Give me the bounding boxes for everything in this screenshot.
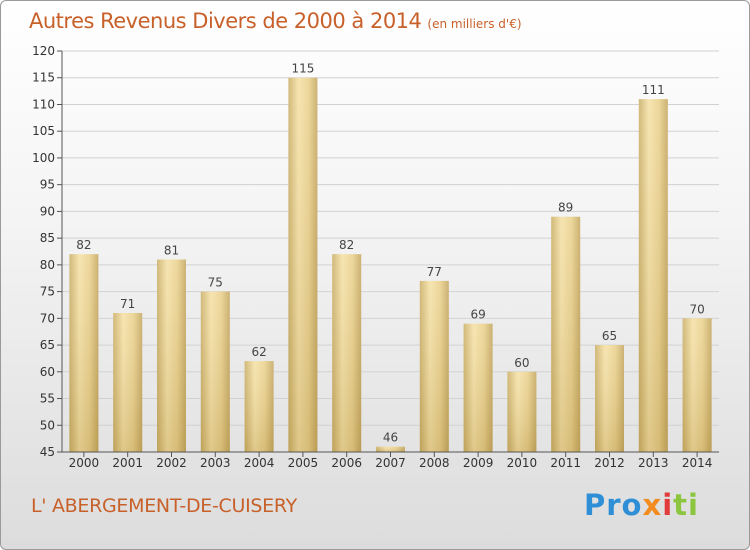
y-tick-label: 45 xyxy=(40,445,55,459)
y-tick-label: 50 xyxy=(40,418,55,432)
bar-value-label: 75 xyxy=(208,276,223,290)
bar-value-label: 69 xyxy=(470,308,485,322)
x-tick-label: 2003 xyxy=(200,456,231,470)
y-tick-label: 100 xyxy=(32,151,55,165)
bar-value-label: 60 xyxy=(514,356,529,370)
x-tick-label: 2000 xyxy=(69,456,100,470)
bar-shade xyxy=(332,254,362,452)
x-tick-label: 2014 xyxy=(682,456,713,470)
bar-value-label: 111 xyxy=(642,83,665,97)
x-tick-label: 2006 xyxy=(331,456,362,470)
chart-subtitle: (en milliers d'€) xyxy=(427,17,522,31)
bar-value-label: 65 xyxy=(602,329,617,343)
logo-part-1: Pro xyxy=(584,488,643,522)
bar-shade xyxy=(595,345,624,452)
x-tick-label: 2012 xyxy=(594,456,625,470)
bar-value-label: 46 xyxy=(383,431,398,445)
bar-shade xyxy=(288,77,318,452)
y-tick-label: 105 xyxy=(32,124,55,138)
x-tick-label: 2005 xyxy=(288,456,319,470)
bar-value-label: 77 xyxy=(427,265,442,279)
logo-part-3: i xyxy=(662,488,674,522)
x-tick-label: 2008 xyxy=(419,456,450,470)
x-tick-label: 2010 xyxy=(507,456,538,470)
bar-shade xyxy=(682,318,712,452)
y-tick-label: 95 xyxy=(40,178,55,192)
bar-shade xyxy=(376,446,405,452)
bar-value-label: 115 xyxy=(291,62,314,76)
y-tick-label: 60 xyxy=(40,365,55,379)
x-tick-label: 2011 xyxy=(550,456,581,470)
x-tick-label: 2007 xyxy=(375,456,406,470)
y-tick-label: 115 xyxy=(32,71,55,85)
bar-shade xyxy=(507,371,537,452)
logo-part-4: ti xyxy=(673,488,699,522)
bar-value-label: 82 xyxy=(76,238,91,252)
y-tick-label: 75 xyxy=(40,285,55,299)
bar-value-label: 89 xyxy=(558,201,573,215)
bar-value-label: 71 xyxy=(120,297,135,311)
proxiti-logo: Proxiti xyxy=(584,488,699,522)
bar-value-label: 70 xyxy=(689,302,704,316)
x-tick-label: 2004 xyxy=(244,456,275,470)
bar-shade xyxy=(69,254,99,452)
bar-shade xyxy=(113,312,143,452)
bar-shade xyxy=(551,216,581,452)
y-tick-label: 85 xyxy=(40,231,55,245)
bar-value-label: 82 xyxy=(339,238,354,252)
chart-title-text: Autres Revenus Divers de 2000 à 2014 xyxy=(29,9,422,33)
y-tick-label: 90 xyxy=(40,204,55,218)
x-tick-label: 2001 xyxy=(112,456,143,470)
x-tick-label: 2002 xyxy=(156,456,187,470)
y-tick-label: 65 xyxy=(40,338,55,352)
x-tick-label: 2009 xyxy=(463,456,494,470)
logo-part-2: x xyxy=(642,488,663,522)
y-tick-label: 110 xyxy=(32,97,55,111)
bar-shade xyxy=(200,291,230,452)
y-tick-label: 70 xyxy=(40,311,55,325)
y-tick-label: 55 xyxy=(40,392,55,406)
bar-shade xyxy=(244,361,274,452)
chart-title: Autres Revenus Divers de 2000 à 2014 (en … xyxy=(29,9,522,33)
x-tick-label: 2013 xyxy=(638,456,669,470)
bar-shade xyxy=(419,280,449,452)
bar-value-label: 81 xyxy=(164,244,179,258)
bar-value-label: 62 xyxy=(251,345,266,359)
commune-name: L' ABERGEMENT-DE-CUISERY xyxy=(31,495,297,517)
y-tick-label: 80 xyxy=(40,258,55,272)
y-tick-label: 120 xyxy=(32,44,55,58)
bar-shade xyxy=(157,259,186,452)
bar-shade xyxy=(638,99,668,453)
bar-shade xyxy=(463,323,493,452)
